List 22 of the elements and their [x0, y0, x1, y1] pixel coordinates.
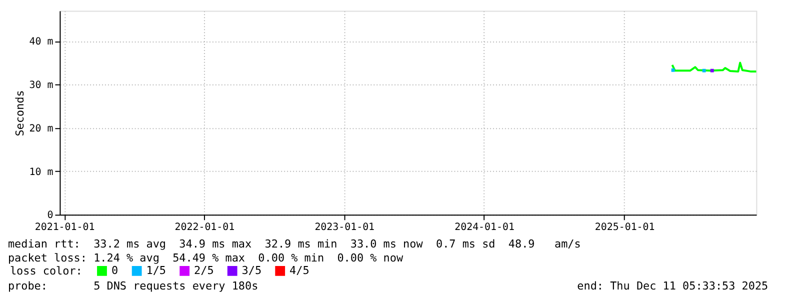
- y-axis-title: Seconds: [13, 90, 26, 136]
- x-tick-label: 2024-01-01: [454, 222, 514, 234]
- text: median rtt: 33.2 ms avg 34.9 ms max 32.9 ms min 33.0 ms now 0.7 ms sd 48.9 am/s: [8, 238, 581, 251]
- legend-label: 0: [111, 264, 118, 277]
- y-tick-label: 40 m: [29, 36, 54, 48]
- x-tick-label: 2022-01-01: [174, 222, 235, 234]
- y-tick-label: 0: [47, 210, 54, 222]
- x-tick-label: 2021-01-01: [34, 222, 95, 234]
- text: packet loss: 1.24 % avg 54.49 % max 0.00 % min 0.00 % now: [8, 251, 404, 264]
- legend-label: 3/5: [242, 264, 262, 277]
- legend-label: 1/5: [146, 264, 166, 277]
- text: end: Thu Dec 11 05:33:53 2025: [577, 279, 768, 292]
- y-tick-label: 20 m: [29, 123, 54, 134]
- x-tick-label: 2023-01-01: [314, 222, 375, 234]
- x-tick-label: 2025-01-01: [594, 222, 655, 234]
- line-series: [671, 62, 758, 72]
- legend-label: 2/5: [194, 264, 214, 277]
- y-tick-label: 30 m: [29, 80, 54, 91]
- legend-title: loss color:: [10, 264, 82, 278]
- legend-label: 4/5: [290, 264, 310, 277]
- text: probe: 5 DNS requests every 180s: [8, 279, 258, 292]
- y-tick-label: 10 m: [29, 166, 54, 178]
